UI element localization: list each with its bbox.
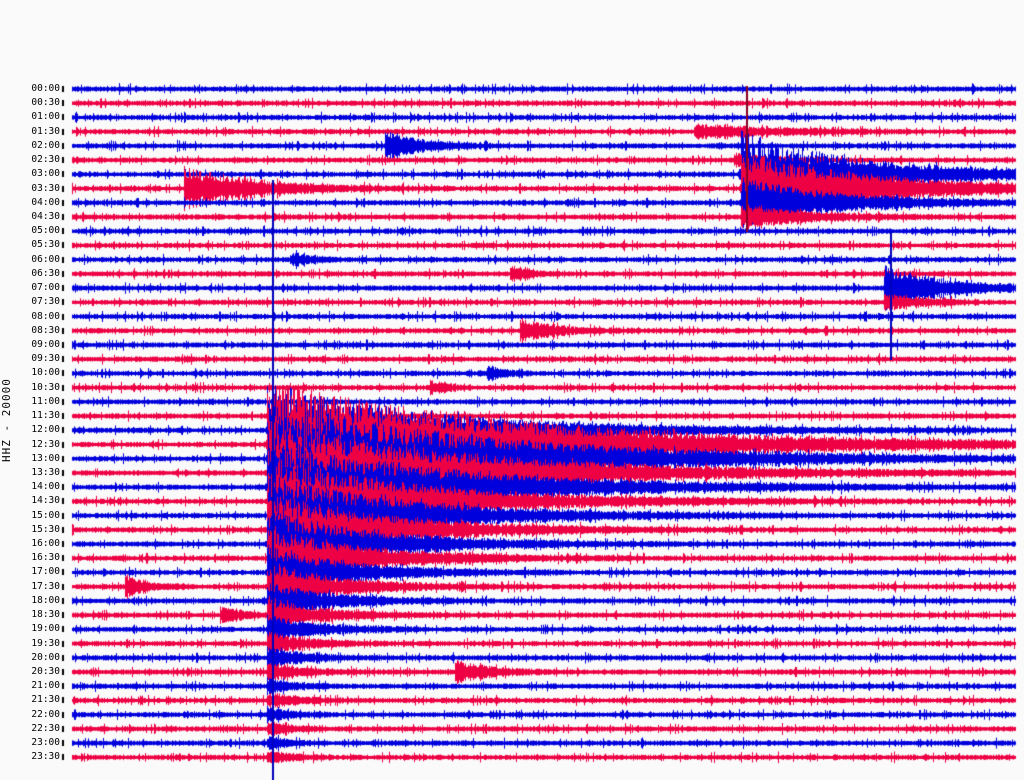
y-tick-label: 01:30 [31,125,60,137]
y-tick-label: 23:00 [31,737,60,749]
y-tick-label: 14:00 [31,481,60,493]
y-tick-label: 21:00 [31,680,60,692]
y-tick-label: 05:30 [31,239,60,251]
y-tick-label: 17:00 [31,566,60,578]
y-tick-label: 21:30 [31,694,60,706]
y-tick-label: 22:00 [31,708,60,720]
y-tick-label: 13:30 [31,466,60,478]
y-tick-label: 01:00 [31,111,60,123]
y-tick-label: 23:30 [31,751,60,763]
y-tick-label: 10:00 [31,367,60,379]
y-tick-label: 09:30 [31,353,60,365]
y-tick-label: 11:30 [31,410,60,422]
y-tick-label: 18:00 [31,594,60,606]
y-tick-label: 12:00 [31,424,60,436]
y-tick-label: 20:00 [31,651,60,663]
y-tick-label: 15:30 [31,523,60,535]
y-tick-label: 17:30 [31,580,60,592]
y-tick-label: 04:00 [31,196,60,208]
y-tick-label: 22:30 [31,722,60,734]
y-tick-label: 07:00 [31,282,60,294]
y-tick-label: 08:30 [31,324,60,336]
y-tick-label: 06:30 [31,267,60,279]
y-tick-label: 16:30 [31,552,60,564]
y-tick-label: 04:30 [31,210,60,222]
y-tick-label: 08:00 [31,310,60,322]
y-tick-label: 11:00 [31,395,60,407]
y-tick-label: 09:00 [31,338,60,350]
y-tick-label: 15:00 [31,509,60,521]
y-tick-label: 10:30 [31,381,60,393]
y-tick-label: 00:30 [31,97,60,109]
y-tick-label: 20:30 [31,666,60,678]
y-tick-label: 14:30 [31,495,60,507]
y-tick-label: 12:30 [31,438,60,450]
y-tick-label: 02:30 [31,154,60,166]
y-tick-label: 06:00 [31,253,60,265]
y-tick-label: 13:00 [31,452,60,464]
y-tick-label: 02:00 [31,139,60,151]
y-tick-label: 19:00 [31,623,60,635]
y-tick-label: 03:30 [31,182,60,194]
y-tick-label: 16:00 [31,538,60,550]
y-tick-label: 05:00 [31,225,60,237]
y-tick-label: 03:00 [31,168,60,180]
y-tick-label: 18:30 [31,609,60,621]
y-tick-label: 00:00 [31,83,60,94]
y-tick-label: 19:30 [31,637,60,649]
y-tick-label: 07:30 [31,296,60,308]
